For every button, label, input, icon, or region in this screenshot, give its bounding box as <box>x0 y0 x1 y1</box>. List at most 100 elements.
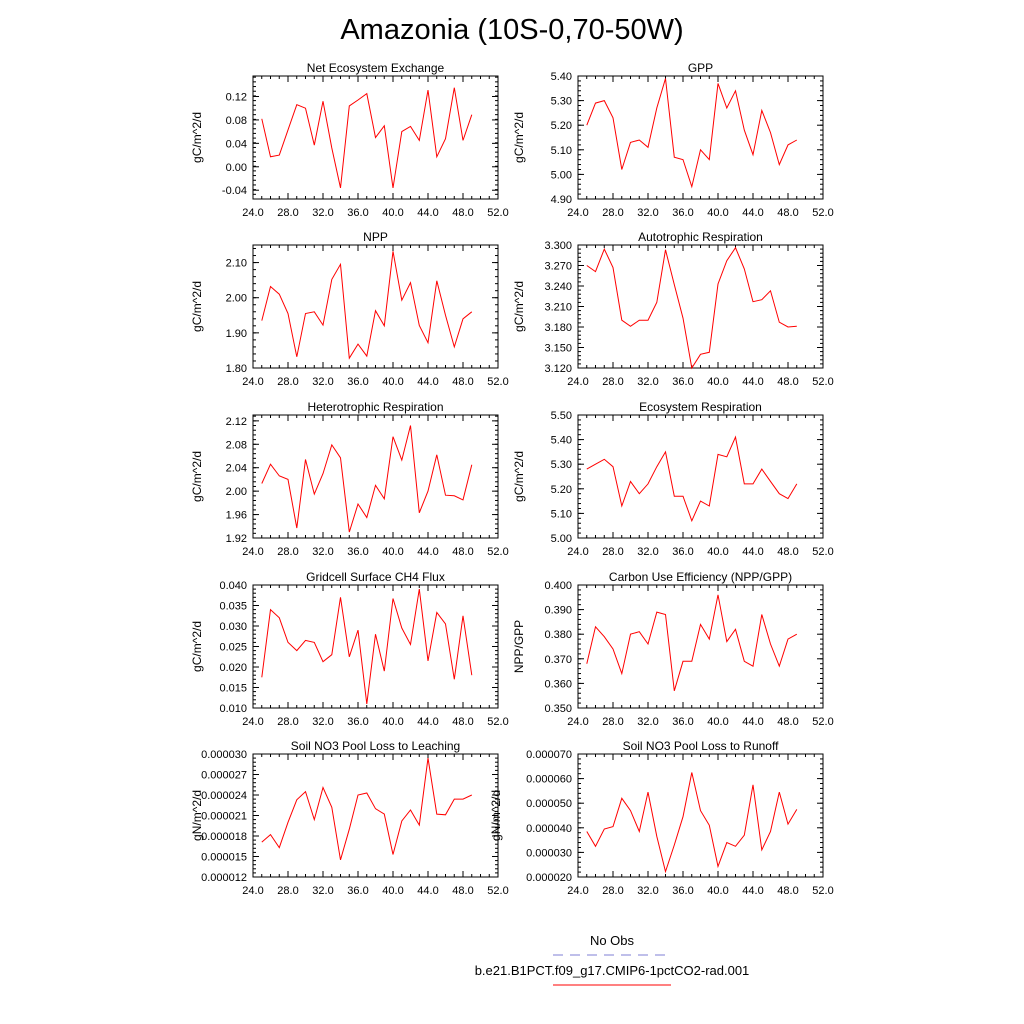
x-tick-label: 48.0 <box>452 376 473 388</box>
y-tick-label: 0.020 <box>219 662 247 674</box>
y-tick-label: 0.025 <box>219 642 247 654</box>
x-tick-label: 48.0 <box>777 376 798 388</box>
x-tick-label: 24.0 <box>242 207 263 219</box>
y-tick-label: 3.150 <box>544 343 572 355</box>
y-tick-label: 5.00 <box>551 169 572 181</box>
x-tick-label: 24.0 <box>242 885 263 897</box>
y-tick-label: 0.030 <box>219 621 247 633</box>
x-tick-label: 48.0 <box>777 546 798 558</box>
x-tick-label: 28.0 <box>277 376 298 388</box>
x-tick-label: 36.0 <box>672 716 693 728</box>
x-tick-label: 52.0 <box>812 376 833 388</box>
x-tick-label: 36.0 <box>672 376 693 388</box>
y-tick-label: 1.90 <box>226 328 247 340</box>
y-tick-label: 0.000012 <box>201 872 247 884</box>
y-tick-label: 5.40 <box>551 435 572 447</box>
series-line <box>586 78 798 189</box>
y-tick-label: 0.390 <box>544 605 572 617</box>
panel-title: Soil NO3 Pool Loss to Runoff <box>623 739 780 753</box>
x-tick-label: 36.0 <box>347 885 368 897</box>
x-tick-label: 52.0 <box>487 207 508 219</box>
x-tick-label: 24.0 <box>567 546 588 558</box>
y-tick-label: 4.90 <box>551 194 572 206</box>
x-tick-label: 52.0 <box>812 546 833 558</box>
panel-8: Carbon Use Efficiency (NPP/GPP) NPP/GPP 24… <box>512 570 834 728</box>
panel-title: Gridcell Surface CH4 Flux <box>306 570 445 584</box>
y-tick-label: 5.30 <box>551 96 572 108</box>
x-tick-label: 32.0 <box>312 546 333 558</box>
x-tick-label: 48.0 <box>452 885 473 897</box>
y-tick-label: 0.400 <box>544 580 572 592</box>
x-tick-label: 36.0 <box>347 207 368 219</box>
y-tick-label: -0.04 <box>222 185 247 197</box>
x-tick-label: 32.0 <box>637 885 658 897</box>
x-tick-label: 44.0 <box>742 376 763 388</box>
panel-2: GPP gC/m^2/d 24.0 28.0 32.0 36.0 40.0 44.0 48.0 5… <box>512 61 834 219</box>
y-tick-label: 0.370 <box>544 654 572 666</box>
y-tick-label: 3.120 <box>544 363 572 375</box>
y-tick-label: 3.240 <box>544 281 572 293</box>
y-tick-label: 2.10 <box>226 258 247 270</box>
y-tick-label: 1.92 <box>226 533 247 545</box>
panel-title: GPP <box>688 61 713 75</box>
x-tick-label: 48.0 <box>777 885 798 897</box>
y-tick-label: 3.270 <box>544 261 572 273</box>
x-tick-label: 48.0 <box>452 716 473 728</box>
x-tick-label: 28.0 <box>602 207 623 219</box>
panel-frame <box>252 414 499 539</box>
x-tick-label: 36.0 <box>672 207 693 219</box>
x-tick-label: 40.0 <box>382 885 403 897</box>
panel-frame <box>577 244 824 369</box>
x-tick-label: 28.0 <box>602 885 623 897</box>
y-tick-label: 0.000020 <box>526 872 572 884</box>
y-tick-label: 5.20 <box>551 484 572 496</box>
panel-title: NPP <box>363 230 388 244</box>
y-tick-label: 2.04 <box>226 463 247 475</box>
y-tick-label: 2.12 <box>226 416 247 428</box>
x-tick-label: 32.0 <box>637 207 658 219</box>
y-tick-label: 0.000040 <box>526 823 572 835</box>
x-tick-label: 52.0 <box>812 716 833 728</box>
panel-title: Heterotrophic Respiration <box>307 400 443 414</box>
x-tick-label: 28.0 <box>277 207 298 219</box>
panel-7: Gridcell Surface CH4 Flux gC/m^2/d 24.0 28.… <box>190 570 509 728</box>
x-tick-label: 28.0 <box>277 716 298 728</box>
x-tick-label: 24.0 <box>567 716 588 728</box>
x-tick-label: 48.0 <box>452 207 473 219</box>
y-tick-label: 5.20 <box>551 120 572 132</box>
panel-ylabel: gC/m^2/d <box>512 281 526 332</box>
x-tick-label: 36.0 <box>672 546 693 558</box>
x-tick-label: 40.0 <box>707 207 728 219</box>
x-tick-label: 52.0 <box>487 376 508 388</box>
y-tick-label: 0.010 <box>219 703 247 715</box>
x-tick-label: 32.0 <box>637 716 658 728</box>
panel-title: Autotrophic Respiration <box>638 230 763 244</box>
panel-frame <box>577 753 824 878</box>
y-tick-label: 2.08 <box>226 439 247 451</box>
x-tick-label: 28.0 <box>602 376 623 388</box>
panel-title: Soil NO3 Pool Loss to Leaching <box>291 739 460 753</box>
x-tick-label: 24.0 <box>567 376 588 388</box>
x-tick-label: 52.0 <box>487 885 508 897</box>
y-tick-label: 0.000060 <box>526 774 572 786</box>
y-tick-label: 0.380 <box>544 629 572 641</box>
series-line <box>261 425 473 533</box>
x-tick-label: 40.0 <box>707 885 728 897</box>
x-tick-label: 44.0 <box>417 716 438 728</box>
panel-frame <box>252 244 499 369</box>
y-tick-label: 0.360 <box>544 678 572 690</box>
y-tick-label: 5.50 <box>551 410 572 422</box>
y-tick-label: 0.000024 <box>201 790 247 802</box>
x-tick-label: 40.0 <box>707 546 728 558</box>
panel-6: Ecosystem Respiration gC/m^2/d 24.0 28.0 32.… <box>512 400 834 558</box>
y-tick-label: 0.000018 <box>201 831 247 843</box>
x-tick-label: 40.0 <box>382 376 403 388</box>
y-tick-label: 2.00 <box>226 293 247 305</box>
panel-ylabel: gC/m^2/d <box>190 451 204 502</box>
x-tick-label: 40.0 <box>382 207 403 219</box>
x-tick-label: 24.0 <box>567 885 588 897</box>
page-title: Amazonia (10S-0,70-50W) <box>340 14 684 46</box>
y-tick-label: 5.40 <box>551 71 572 83</box>
y-tick-label: 0.12 <box>226 92 247 104</box>
y-tick-label: 5.10 <box>551 145 572 157</box>
